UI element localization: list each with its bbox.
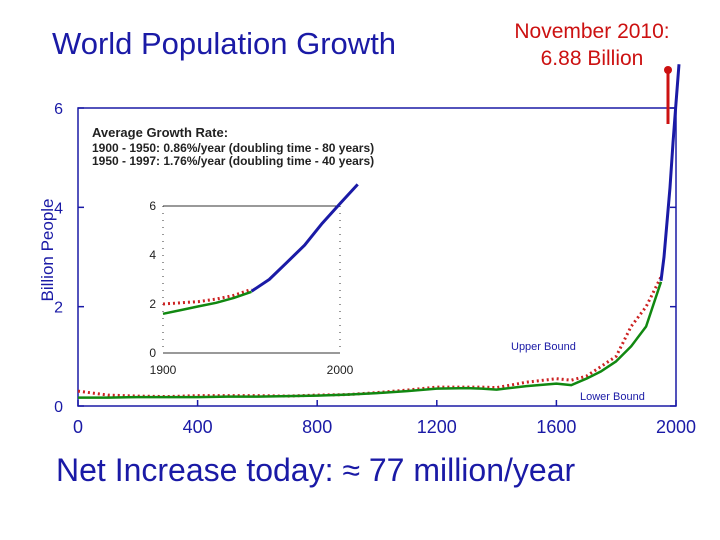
callout-pointer-dot xyxy=(664,66,672,74)
inset-x-tick-label: 2000 xyxy=(327,363,354,377)
inset-y-tick-label: 6 xyxy=(149,199,156,213)
page-title: World Population Growth xyxy=(52,26,397,61)
annotations xyxy=(664,66,672,124)
x-tick-label: 2000 xyxy=(656,417,696,437)
inset-y-tick-label: 2 xyxy=(149,297,156,311)
series-line-upper-bound xyxy=(77,276,663,399)
population-callout: November 2010: 6.88 Billion xyxy=(492,18,692,72)
inset-y-tick-label: 0 xyxy=(149,346,156,360)
callout-value: 6.88 Billion xyxy=(540,47,644,70)
series-line-modern xyxy=(659,64,681,281)
x-tick-label: 0 xyxy=(73,417,83,437)
inset-x-tick-label: 1900 xyxy=(150,363,177,377)
y-tick-label: 0 xyxy=(54,399,63,416)
series-line-lower-bound xyxy=(78,281,663,399)
net-increase-note: Net Increase today: ≈ 77 million/year xyxy=(56,452,576,488)
upper-bound-label: Upper Bound xyxy=(511,341,576,353)
lower-bound-label: Lower Bound xyxy=(580,391,645,403)
y-axis-label: Billion People xyxy=(38,198,57,301)
inset-series-line-lower-bound xyxy=(162,290,252,316)
main-plot-frame xyxy=(77,107,677,407)
x-tick-label: 800 xyxy=(302,417,332,437)
inset-note: 1900 - 1950: 0.86%/year (doubling time -… xyxy=(92,141,374,155)
y-tick-label: 4 xyxy=(54,200,63,217)
main-plot: 0 2 4 6 0 400 800 1200 1600 2000 Billion People Upp… xyxy=(38,64,696,437)
callout-date: November 2010: xyxy=(514,20,670,43)
x-tick-label: 1200 xyxy=(417,417,457,437)
y-tick-label: 6 xyxy=(54,101,63,118)
inset-title: Average Growth Rate: xyxy=(92,125,228,140)
inset-plot: Average Growth Rate:1900 - 1950: 0.86%/y… xyxy=(92,125,374,377)
x-tick-label: 1600 xyxy=(536,417,576,437)
y-tick-label: 2 xyxy=(54,300,63,317)
x-tick-label: 400 xyxy=(183,417,213,437)
inset-series-line-modern xyxy=(250,183,359,293)
inset-y-tick-label: 4 xyxy=(149,248,156,262)
inset-note: 1950 - 1997: 1.76%/year (doubling time -… xyxy=(92,154,374,168)
